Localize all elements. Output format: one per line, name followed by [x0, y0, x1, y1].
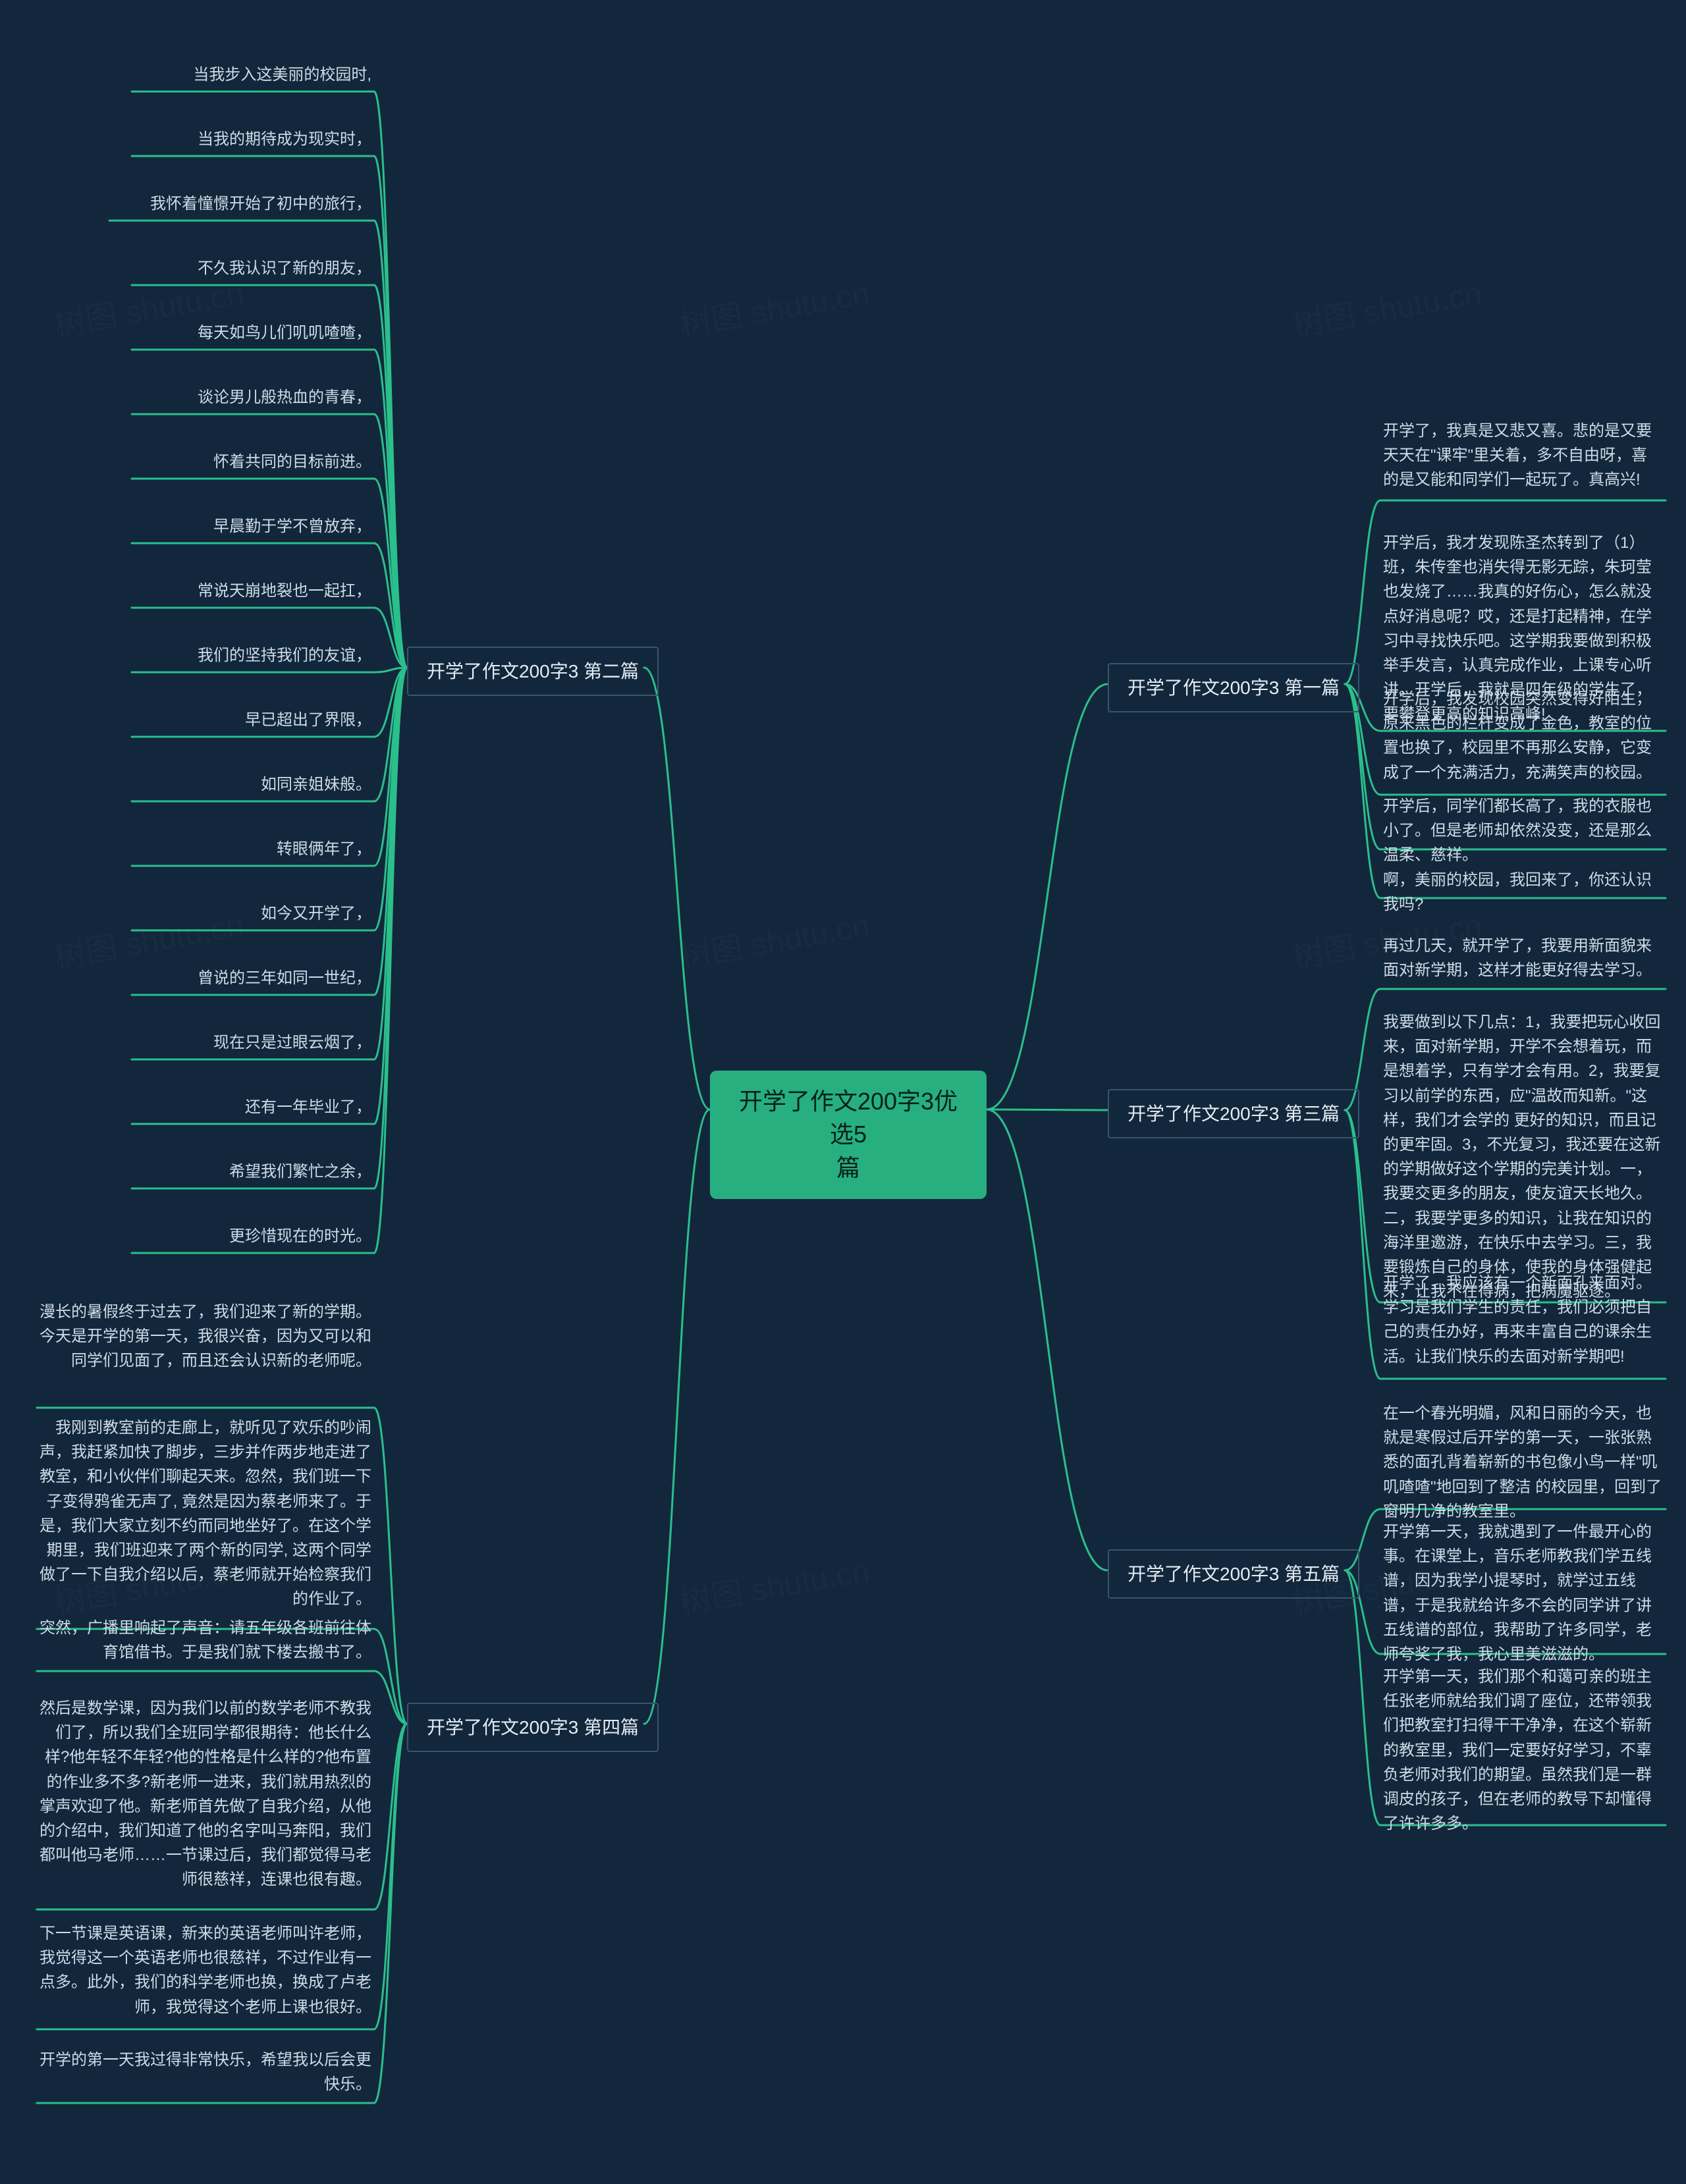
leaf-node: 更珍惜现在的时光。	[134, 1224, 371, 1248]
leaf-node: 现在只是过眼云烟了，	[134, 1030, 371, 1055]
leaf-node: 如今又开学了，	[134, 901, 371, 926]
leaf-node: 还有一年毕业了，	[134, 1095, 371, 1119]
leaf-node: 漫长的暑假终于过去了，我们迎来了新的学期。今天是开学的第一天，我很兴奋，因为又可…	[40, 1300, 371, 1373]
leaf-node: 然后是数学课，因为我们以前的数学老师不教我们了，所以我们全班同学都很期待：他长什…	[40, 1696, 371, 1892]
branch-node: 开学了作文200字3 第一篇	[1108, 663, 1359, 712]
leaf-node: 开学了，我应该有一个新面孔来面对。学习是我们学生的责任，我们必须把自己的责任办好…	[1383, 1271, 1663, 1369]
leaf-node: 开学的第一天我过得非常快乐，希望我以后会更快乐。	[40, 2048, 371, 2096]
branch-node: 开学了作文200字3 第二篇	[407, 647, 659, 696]
leaf-node: 怀着共同的目标前进。	[134, 450, 371, 474]
leaf-node: 啊，美丽的校园，我回来了，你还认识我吗?	[1383, 868, 1663, 917]
leaf-node: 不久我认识了新的朋友，	[134, 256, 371, 280]
leaf-node: 早已超出了界限，	[134, 708, 371, 732]
leaf-node: 开学后，同学们都长高了，我的衣服也小了。但是老师却依然没变，还是那么温柔、慈祥。	[1383, 794, 1663, 868]
branch-title: 开学了作文200字3 第四篇	[427, 1717, 639, 1738]
branch-node: 开学了作文200字3 第三篇	[1108, 1089, 1359, 1138]
root-node: 开学了作文200字3优选5 篇	[710, 1071, 987, 1199]
leaf-node: 当我步入这美丽的校园时,	[134, 63, 371, 87]
leaf-node: 我们的坚持我们的友谊，	[134, 643, 371, 668]
watermark: 树图 shutu.cn	[676, 1544, 873, 1622]
leaf-node: 开学后，我发现校园突然变得好陌生，原来黑色的栏杆变成了金色，教室的位置也换了，校…	[1383, 687, 1663, 785]
leaf-node: 如同亲姐妹般。	[134, 772, 371, 797]
watermark: 树图 shutu.cn	[676, 267, 873, 345]
leaf-node: 突然，广播里响起了声音：请五年级各班前往体育馆借书。于是我们就下楼去搬书了。	[40, 1616, 371, 1665]
leaf-node: 曾说的三年如同一世纪，	[134, 966, 371, 990]
leaf-node: 希望我们繁忙之余，	[134, 1159, 371, 1184]
leaf-node: 我刚到教室前的走廊上，就听见了欢乐的吵闹声，我赶紧加快了脚步，三步并作两步地走进…	[40, 1416, 371, 1612]
branch-title: 开学了作文200字3 第一篇	[1128, 678, 1340, 698]
watermark: 树图 shutu.cn	[1288, 267, 1485, 345]
leaf-node: 我怀着憧憬开始了初中的旅行，	[112, 192, 371, 216]
root-text-line1: 开学了作文200字3优选5	[739, 1088, 958, 1148]
branch-node: 开学了作文200字3 第五篇	[1108, 1549, 1359, 1599]
leaf-node: 常说天崩地裂也一起扛，	[134, 579, 371, 603]
leaf-node: 转眼俩年了，	[134, 837, 371, 861]
leaf-node: 在一个春光明媚，风和日丽的今天，也就是寒假过后开学的第一天，一张张熟悉的面孔背着…	[1383, 1401, 1663, 1524]
leaf-node: 再过几天，就开学了，我要用新面貌来面对新学期，这样才能更好得去学习。	[1383, 934, 1663, 982]
root-text-line2: 篇	[836, 1154, 860, 1181]
leaf-node: 开学了，我真是又悲又喜。悲的是又要天天在"课牢"里关着，多不自由呀，喜的是又能和…	[1383, 419, 1663, 493]
leaf-node: 我要做到以下几点：1，我要把玩心收回来，面对新学期，开学不会想着玩，而是想着学，…	[1383, 1010, 1663, 1304]
leaf-node: 当我的期待成为现实时，	[134, 127, 371, 151]
watermark: 树图 shutu.cn	[676, 899, 873, 977]
leaf-node: 下一节课是英语课，新来的英语老师叫许老师，我觉得这一个英语老师也很慈祥，不过作业…	[40, 1921, 371, 2019]
leaf-node: 开学第一天，我就遇到了一件最开心的事。在课堂上，音乐老师教我们学五线谱，因为我学…	[1383, 1520, 1663, 1666]
leaf-node: 每天如鸟儿们叽叽喳喳，	[134, 321, 371, 345]
branch-title: 开学了作文200字3 第五篇	[1128, 1564, 1340, 1584]
branch-title: 开学了作文200字3 第三篇	[1128, 1104, 1340, 1124]
leaf-node: 谈论男儿般热血的青春，	[134, 385, 371, 410]
branch-title: 开学了作文200字3 第二篇	[427, 661, 639, 681]
leaf-node: 早晨勤于学不曾放弃，	[134, 514, 371, 539]
branch-node: 开学了作文200字3 第四篇	[407, 1703, 659, 1752]
leaf-node: 开学第一天，我们那个和蔼可亲的班主任张老师就给我们调了座位，还带领我们把教室打扫…	[1383, 1665, 1663, 1836]
